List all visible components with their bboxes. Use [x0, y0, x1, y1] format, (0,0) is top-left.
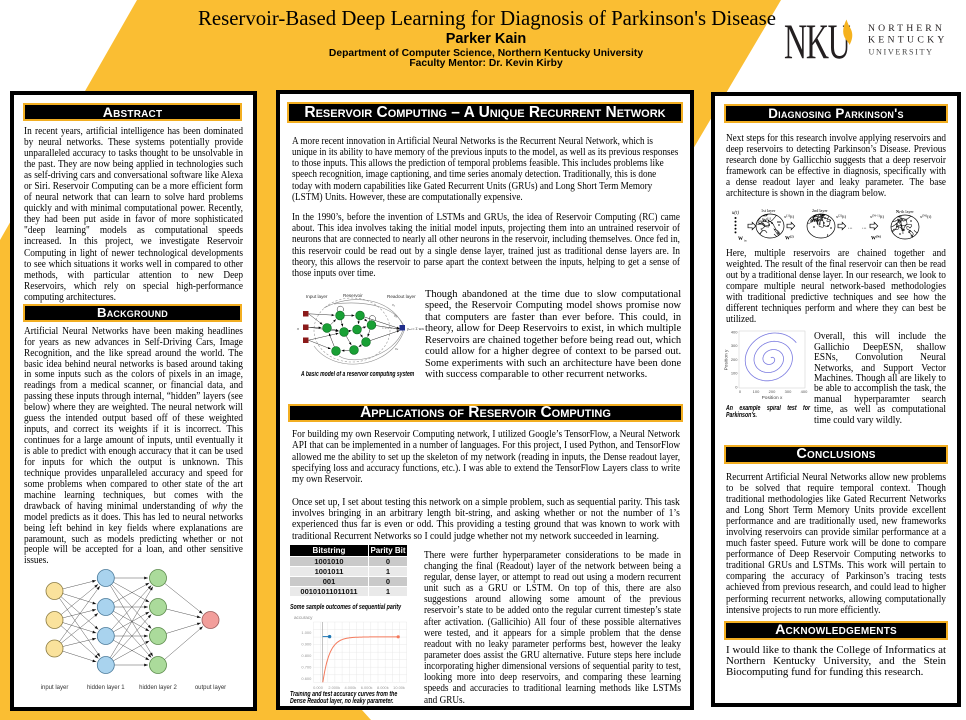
svg-text:W: W: [813, 218, 819, 224]
svg-text:10.00k: 10.00k: [393, 685, 405, 690]
svg-text:200: 200: [769, 389, 776, 394]
svg-text:W(Nₗ): W(Nₗ): [871, 235, 881, 242]
svg-text:300: 300: [785, 389, 792, 394]
svg-text:x₁: x₁: [391, 303, 396, 307]
svg-text:0.700: 0.700: [301, 665, 312, 670]
svg-text:400: 400: [731, 330, 738, 334]
svg-text:0.800: 0.800: [301, 653, 312, 658]
svg-text:x(2)(t): x(2)(t): [836, 213, 847, 219]
svg-text:W: W: [897, 219, 903, 225]
svg-text:2.000k: 2.000k: [328, 685, 340, 690]
svg-text:0.000: 0.000: [313, 685, 324, 690]
svg-text:in: in: [744, 239, 747, 243]
svg-text:W(2): W(2): [785, 235, 794, 242]
svg-text:x: x: [296, 326, 300, 331]
svg-text:UNIVERSITY: UNIVERSITY: [869, 47, 934, 56]
svg-text:input layer: input layer: [41, 685, 69, 691]
svg-text:hidden layer 1: hidden layer 1: [87, 685, 125, 691]
svg-text:200: 200: [731, 357, 738, 362]
svg-text:NKU: NKU: [784, 15, 851, 70]
svg-text:4.000k: 4.000k: [345, 685, 357, 690]
svg-text:Readout layer: Readout layer: [387, 294, 416, 299]
svg-text:x(Nₗ-1)(t): x(Nₗ-1)(t): [870, 213, 884, 219]
svg-text:0.600: 0.600: [301, 676, 312, 681]
svg-text:2nd layer: 2nd layer: [812, 208, 828, 213]
svg-text:Input layer: Input layer: [306, 294, 328, 299]
svg-text:Position x: Position x: [762, 395, 783, 401]
svg-text:x(1)(t): x(1)(t): [784, 213, 795, 219]
svg-text:(2): (2): [818, 217, 822, 221]
svg-text:100: 100: [731, 371, 738, 376]
svg-text:(Nₗ): (Nₗ): [902, 218, 907, 222]
svg-text:400: 400: [801, 389, 808, 394]
svg-text:output layer: output layer: [195, 685, 226, 691]
svg-text:1.000: 1.000: [301, 630, 312, 635]
svg-text:KENTUCKY: KENTUCKY: [868, 35, 948, 46]
svg-text:Reservoir: Reservoir: [343, 293, 363, 298]
svg-text:100: 100: [753, 389, 760, 394]
svg-text:(1): (1): [767, 217, 771, 221]
svg-text:Nₗ-th layer: Nₗ-th layer: [896, 209, 914, 214]
svg-text:0.900: 0.900: [301, 642, 312, 647]
svg-text:NORTHERN: NORTHERN: [868, 23, 945, 34]
svg-text:x(Nₗ)(t): x(Nₗ)(t): [920, 213, 932, 219]
svg-text:accuracy: accuracy: [294, 615, 313, 620]
svg-text:W: W: [738, 237, 743, 242]
svg-text:300: 300: [731, 343, 738, 348]
svg-text:8.000k: 8.000k: [377, 685, 389, 690]
svg-text:1st layer: 1st layer: [761, 208, 776, 213]
svg-text:x₂: x₂: [393, 314, 398, 318]
svg-text:Position y: Position y: [724, 349, 730, 370]
svg-text:6.000k: 6.000k: [361, 685, 373, 690]
svg-text:yₒₓₜ= Σ wᵢxᵢ: yₒₓₜ= Σ wᵢxᵢ: [407, 327, 424, 331]
svg-text:...: ...: [848, 225, 853, 231]
svg-text:0: 0: [739, 389, 742, 394]
svg-text:W: W: [762, 218, 768, 224]
svg-text:u(t): u(t): [732, 211, 739, 216]
svg-text:0: 0: [735, 384, 738, 389]
svg-text:xₖ: xₖ: [394, 347, 399, 351]
svg-text:...: ...: [862, 225, 867, 231]
svg-text:hidden layer 2: hidden layer 2: [139, 685, 177, 691]
